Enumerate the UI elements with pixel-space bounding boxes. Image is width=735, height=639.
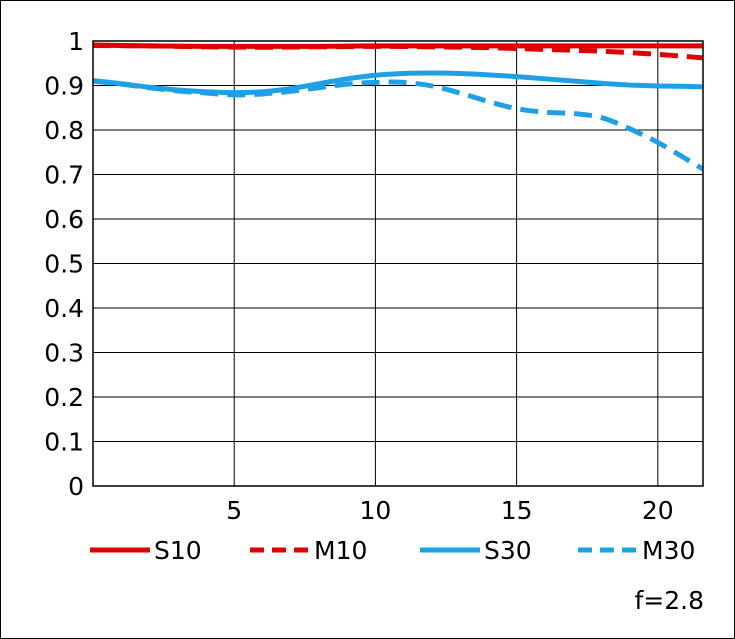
y-tick-label: 0.5 xyxy=(44,250,84,279)
chart-grid xyxy=(93,40,703,487)
x-tick-label: 15 xyxy=(501,496,533,525)
series-line-m30 xyxy=(92,78,705,172)
x-tick-label: 20 xyxy=(642,496,674,525)
y-tick-label: 0.3 xyxy=(44,339,84,368)
y-axis-ticks: 0 0.1 0.2 0.3 0.4 0.5 0.6 0.7 0.8 0.9 1 xyxy=(44,27,84,501)
legend-label-m10: M10 xyxy=(314,536,367,565)
x-axis-ticks: 5 10 15 20 xyxy=(226,496,673,525)
x-tick-label: 5 xyxy=(226,496,242,525)
series-line-s30 xyxy=(92,70,704,96)
legend-label-s30: S30 xyxy=(484,536,532,565)
legend-label-m30: M30 xyxy=(642,536,695,565)
y-tick-label: 0.9 xyxy=(44,72,84,101)
legend: S10 M10 S30 M30 xyxy=(90,536,695,565)
y-tick-label: 0 xyxy=(68,472,84,501)
y-tick-label: 0.6 xyxy=(44,205,84,234)
series-line-m10 xyxy=(92,42,704,61)
y-tick-label: 0.4 xyxy=(44,294,84,323)
x-tick-label: 10 xyxy=(360,496,392,525)
plot-border xyxy=(92,40,704,487)
y-tick-label: 0.8 xyxy=(44,116,84,145)
y-tick-label: 0.7 xyxy=(44,161,84,190)
y-tick-label: 0.1 xyxy=(44,428,84,457)
chart-series xyxy=(92,42,705,172)
aperture-annotation: f=2.8 xyxy=(634,586,704,615)
legend-label-s10: S10 xyxy=(154,536,202,565)
y-tick-label: 1 xyxy=(68,27,84,56)
y-tick-label: 0.2 xyxy=(44,383,84,412)
